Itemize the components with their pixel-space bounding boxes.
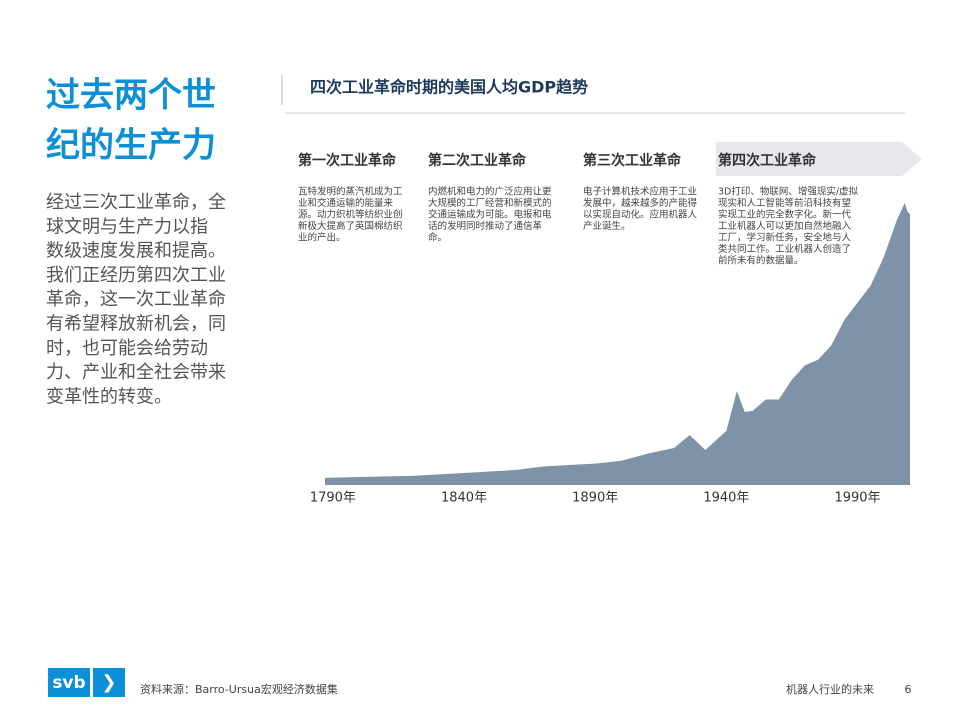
era-description: 命。 bbox=[428, 232, 447, 244]
era-description: 新极大提高了英国棉纺织 bbox=[298, 220, 403, 232]
x-tick-label: 1840年 bbox=[441, 491, 487, 506]
x-tick-label: 1990年 bbox=[834, 491, 880, 506]
footer-title: 机器人行业的未来 bbox=[786, 682, 874, 696]
era-description: 工业机器人可以更加自然地融入 bbox=[718, 220, 852, 232]
logo-arrow-box bbox=[93, 668, 125, 697]
era-description: 前所未有的数据量。 bbox=[718, 255, 804, 267]
body-text: 有希望释放新机会，同 bbox=[46, 314, 226, 335]
logo-arrow: ❯ bbox=[101, 672, 116, 693]
chart-title: 四次工业革命时期的美国人均GDP趋势 bbox=[310, 78, 588, 97]
era-description: 业的产出。 bbox=[298, 232, 346, 244]
page-title: 过去两个世 bbox=[46, 76, 216, 116]
era-label: 第一次工业革命 bbox=[298, 152, 397, 169]
era-description: 业和交通运输的能量来 bbox=[298, 197, 394, 209]
era-description: 内燃机和电力的广泛应用让更 bbox=[428, 186, 552, 198]
body-text: 时，也可能会给劳动 bbox=[46, 338, 208, 359]
era-description: 实现工业的完全数字化。新一代 bbox=[718, 209, 852, 221]
era-label: 第三次工业革命 bbox=[583, 152, 682, 169]
era-description: 大规模的工厂经营和新模式的 bbox=[428, 197, 552, 209]
page-number: 6 bbox=[905, 683, 912, 696]
x-tick-label: 1890年 bbox=[572, 491, 618, 506]
body-text: 变革性的转变。 bbox=[46, 386, 172, 407]
source: 资料来源：Barro-Ursua宏观经济数据集 bbox=[140, 682, 338, 696]
x-tick-label: 1940年 bbox=[703, 491, 749, 506]
era-description: 发展中，越来越多的产能得 bbox=[583, 197, 698, 209]
body-text: 革命，这一次工业革命 bbox=[46, 289, 226, 310]
era-description: 工厂，学习新任务，安全地与人 bbox=[718, 232, 852, 244]
era-arrow bbox=[716, 142, 922, 176]
area bbox=[325, 202, 910, 485]
x-tick-label: 1790年 bbox=[310, 491, 356, 506]
body-text: 力、产业和全社会带来 bbox=[46, 362, 226, 383]
body-text: 我们正经历第四次工业 bbox=[46, 265, 226, 286]
era-description: 3D打印、物联网、增强现实/虚拟 bbox=[718, 186, 859, 198]
body-text: 数级速度发展和提高。 bbox=[46, 241, 226, 262]
logo-box bbox=[48, 668, 90, 697]
era-description: 产业诞生。 bbox=[583, 220, 631, 232]
era-description: 现实和人工智能等前沿科技有望 bbox=[718, 197, 851, 209]
era-description: 瓦特发明的蒸汽机成为工 bbox=[298, 186, 403, 198]
era-label: 第二次工业革命 bbox=[428, 152, 527, 169]
era-description: 以实现自动化。应用机器人 bbox=[583, 209, 698, 221]
era-description: 电子计算机技术应用于工业 bbox=[583, 186, 697, 198]
page-title: 纪的生产力 bbox=[46, 126, 216, 166]
logo-text: svb bbox=[52, 673, 85, 693]
era-description: 话的发明同时推动了通信革 bbox=[428, 220, 543, 232]
era-label: 第四次工业革命 bbox=[718, 152, 817, 169]
era-description: 源。动力织机等纺织业创 bbox=[298, 209, 403, 221]
era-description: 类共同工作。工业机器人创造了 bbox=[718, 243, 851, 255]
body-text: 经过三次工业革命，全 bbox=[46, 192, 226, 213]
body-text: 球文明与生产力以指 bbox=[46, 216, 208, 237]
era-description: 交通运输成为可能。电报和电 bbox=[428, 209, 552, 221]
